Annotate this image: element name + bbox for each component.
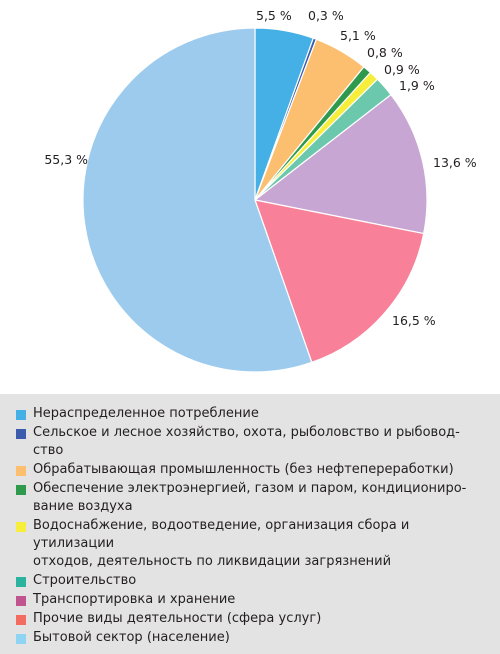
- legend-label-line: Обеспечение электроэнергией, газом и пар…: [33, 481, 467, 496]
- legend-swatch: [16, 634, 26, 644]
- legend-swatch: [16, 522, 26, 532]
- legend-swatch: [16, 615, 26, 625]
- slice-value-label: 5,1 %: [340, 28, 376, 43]
- legend-label-line: вание воздуха: [33, 499, 133, 514]
- legend-label-line: Транспортировка и хранение: [33, 592, 236, 607]
- legend-item: Транспортировка и хранение: [16, 591, 500, 609]
- pie-chart: 5,5 % 0,3 % 5,1 % 0,8 % 0,9 % 1,9 % 13,6 % 16,5…: [44, 8, 477, 373]
- slice-value-label: 0,9 %: [384, 62, 420, 77]
- slice-value-label: 0,3 %: [308, 8, 344, 23]
- legend-label: Сельское и лесное хозяйство, охота, рыбо…: [33, 424, 488, 460]
- slice-value-label: 5,5 %: [256, 8, 292, 23]
- legend-swatch: [16, 485, 26, 495]
- slice-value-label: 0,8 %: [367, 45, 403, 60]
- legend-swatch: [16, 577, 26, 587]
- legend-label-line: отходов, деятельность по ликвидации загр…: [33, 554, 392, 569]
- pie-slice: [254, 199, 425, 364]
- legend-label: Нераспределенное потребление: [33, 405, 488, 423]
- pie-slice: [82, 27, 313, 373]
- legend-swatch: [16, 596, 26, 606]
- legend-label-line: Строительство: [33, 573, 137, 588]
- legend-item: Прочие виды деятельности (сфера услуг): [16, 610, 500, 628]
- legend-label-line: ство: [33, 443, 64, 458]
- legend-label: Прочие виды деятельности (сфера услуг): [33, 610, 488, 628]
- legend-item: Сельское и лесное хозяйство, охота, рыбо…: [16, 424, 500, 460]
- legend-swatch: [16, 410, 26, 420]
- legend-label: Бытовой сектор (население): [33, 629, 488, 647]
- slice-value-label: 13,6 %: [433, 155, 477, 170]
- legend-item: Обрабатывающая промышленность (без нефте…: [16, 461, 500, 479]
- legend-label-line: Водоснабжение, водоотведение, организаци…: [33, 518, 410, 551]
- legend-swatch: [16, 466, 26, 476]
- legend-label: Обрабатывающая промышленность (без нефте…: [33, 461, 488, 479]
- legend-item: Водоснабжение, водоотведение, организаци…: [16, 517, 500, 571]
- slice-value-label: 1,9 %: [399, 78, 435, 93]
- legend-item: Бытовой сектор (население): [16, 629, 500, 647]
- legend-item: Строительство: [16, 572, 500, 590]
- legend-label: Обеспечение электроэнергией, газом и пар…: [33, 480, 488, 516]
- legend-item: Нераспределенное потребление: [16, 405, 500, 423]
- legend-swatch: [16, 429, 26, 439]
- legend-label-line: Прочие виды деятельности (сфера услуг): [33, 611, 322, 626]
- slice-value-label: 55,3 %: [44, 152, 88, 167]
- legend-label-line: Обрабатывающая промышленность (без нефте…: [33, 462, 454, 477]
- legend-label-line: Бытовой сектор (население): [33, 630, 230, 645]
- legend-label: Строительство: [33, 572, 488, 590]
- pie-slice: [253, 93, 428, 235]
- legend-label-line: Нераспределенное потребление: [33, 406, 259, 421]
- pie-chart-svg: 5,5 % 0,3 % 5,1 % 0,8 % 0,9 %1,9 % 13,6 % 16,5…: [44, 8, 477, 373]
- legend-label-line: Сельское и лесное хозяйство, охота, рыбо…: [33, 425, 460, 440]
- legend-label: Транспортировка и хранение: [33, 591, 488, 609]
- legend-label: Водоснабжение, водоотведение, организаци…: [33, 517, 488, 571]
- legend: Нераспределенное потребление Сельское и л…: [0, 394, 500, 654]
- legend-item: Обеспечение электроэнергией, газом и пар…: [16, 480, 500, 516]
- slice-value-label: 16,5 %: [392, 313, 436, 328]
